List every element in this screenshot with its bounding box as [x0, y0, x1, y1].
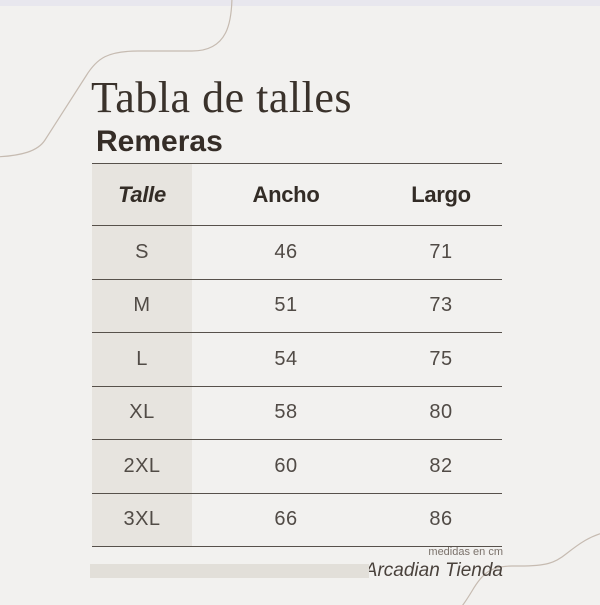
table-row: 2XL 60 82 [92, 440, 502, 494]
column-header-largo: Largo [411, 181, 471, 207]
size-label: XL [129, 401, 155, 424]
table-row: L 54 75 [92, 333, 502, 387]
size-table: Talle Ancho Largo S 46 71 M 51 73 L 54 7… [92, 163, 502, 547]
table-row: M 51 73 [92, 280, 502, 333]
largo-value: 82 [429, 454, 453, 477]
size-label: M [133, 294, 151, 317]
section-title: Remeras [96, 125, 223, 158]
ancho-value: 60 [274, 454, 298, 477]
top-edge-strip [0, 0, 600, 6]
brand-name: Arcadian Tienda [364, 560, 503, 581]
table-row: 3XL 66 86 [92, 494, 502, 547]
table-header-row: Talle Ancho Largo [92, 164, 502, 226]
ancho-value: 58 [274, 401, 298, 424]
size-label: 3XL [123, 508, 161, 531]
decorative-curve-bottom-right [462, 533, 600, 605]
largo-value: 80 [429, 401, 453, 424]
largo-value: 71 [429, 240, 453, 263]
decorative-curve-top-left [0, 0, 233, 158]
ancho-value: 51 [274, 294, 298, 317]
column-header-ancho: Ancho [252, 181, 320, 207]
units-note: medidas en cm [428, 546, 503, 558]
size-label: 2XL [123, 454, 161, 477]
ancho-value: 66 [274, 508, 298, 531]
largo-value: 73 [429, 294, 453, 317]
size-label: S [135, 240, 149, 263]
ancho-value: 54 [274, 347, 298, 370]
size-label: L [136, 347, 148, 370]
largo-value: 75 [429, 347, 453, 370]
column-header-talle: Talle [118, 181, 166, 207]
bottom-bar [90, 564, 369, 578]
largo-value: 86 [429, 508, 453, 531]
table-row: S 46 71 [92, 226, 502, 280]
page-title: Tabla de talles [91, 73, 352, 122]
ancho-value: 46 [274, 240, 298, 263]
table-row: XL 58 80 [92, 387, 502, 440]
size-column-background [92, 164, 192, 547]
